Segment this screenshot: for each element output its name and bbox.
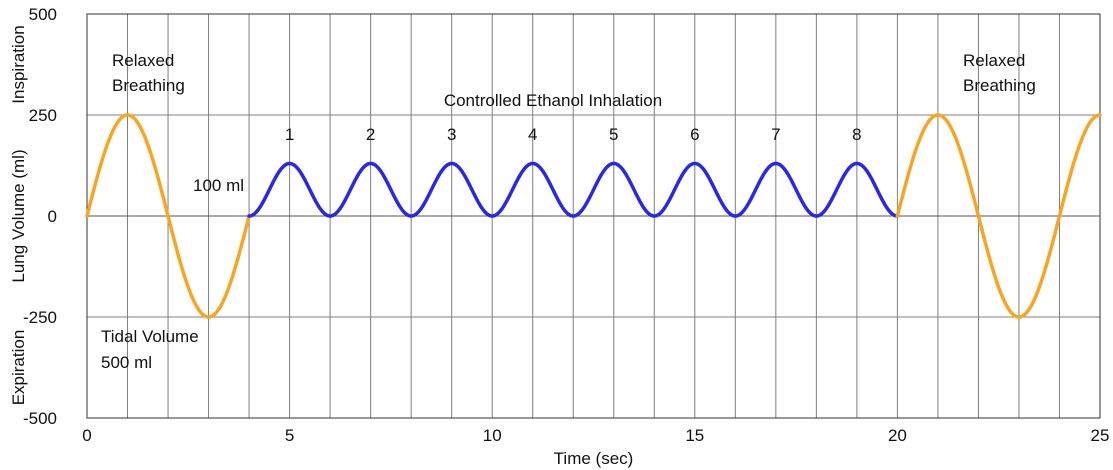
tidal-volume-label: Tidal Volume	[101, 327, 199, 346]
tidal-volume-value: 500 ml	[101, 353, 152, 372]
cycle-number-label: 6	[690, 125, 699, 144]
hundred-ml-label: 100 ml	[193, 176, 244, 195]
grid	[86, 13, 1101, 419]
relaxed-breathing-left-line1: Relaxed	[112, 51, 174, 70]
relaxed-breathing-right-line2: Breathing	[963, 76, 1036, 95]
relaxed-breathing-left-line2: Breathing	[112, 76, 185, 95]
y-tick-label: -500	[23, 409, 57, 428]
curve-controlled	[247, 161, 900, 218]
x-tick-label: 25	[1091, 426, 1110, 445]
cycle-number-label: 8	[852, 125, 861, 144]
curve-relaxed-start	[85, 113, 251, 319]
controlled-inhalation-label: Controlled Ethanol Inhalation	[444, 91, 662, 110]
cycle-number-label: 2	[366, 125, 375, 144]
x-tick-label: 15	[685, 426, 704, 445]
y-tick-label: 250	[29, 106, 57, 125]
curves	[85, 113, 1102, 319]
x-axis-title: Time (sec)	[554, 449, 634, 468]
labels: Relaxed Breathing Relaxed Breathing Controll…	[101, 51, 1036, 372]
x-tick-label: 10	[483, 426, 502, 445]
cycle-number-label: 3	[447, 125, 456, 144]
x-tick-label: 20	[888, 426, 907, 445]
cycle-number-label: 5	[609, 125, 618, 144]
curve-relaxed-end	[895, 113, 1102, 319]
x-tick-label: 5	[285, 426, 294, 445]
y-tick-label: -250	[23, 308, 57, 327]
y-axis-expiration-label: Expiration	[9, 330, 28, 406]
cycle-number-label: 7	[771, 125, 780, 144]
y-axis-title: Lung Volume (ml)	[9, 149, 28, 282]
x-tick-label: 0	[82, 426, 91, 445]
y-tick-label: 500	[29, 5, 57, 24]
y-axis-inspiration-label: Inspiration	[9, 25, 28, 103]
relaxed-breathing-right-line1: Relaxed	[963, 51, 1025, 70]
y-tick-label: 0	[48, 207, 57, 226]
cycle-number-label: 4	[528, 125, 537, 144]
cycle-number-label: 1	[285, 125, 294, 144]
